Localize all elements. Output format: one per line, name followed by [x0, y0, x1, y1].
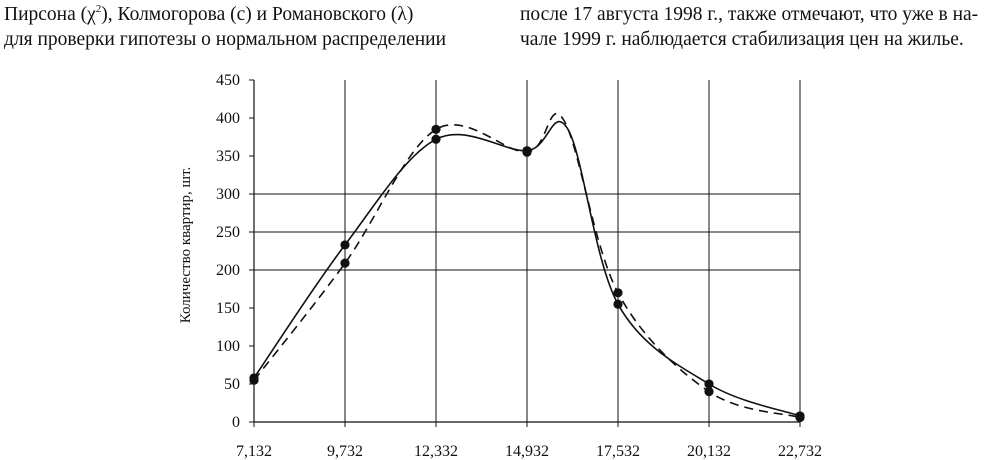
left-text-column: Пирсона (χ2), Колмогорова (c) и Романовс…: [4, 2, 490, 52]
solid-series-point: [704, 379, 714, 389]
dashed-series-point: [613, 288, 623, 298]
left-line1-word-4: и: [256, 4, 268, 25]
right-text-column: после 17 августа 1998 г., также отмечают…: [520, 2, 1000, 52]
chart-series: [249, 112, 805, 423]
right-text-line-2: чале 1999 г. наблюдается стабилизация це…: [520, 29, 964, 50]
dashed-series-point: [795, 412, 805, 423]
solid-series-point: [340, 240, 350, 250]
solid-series-point: [613, 299, 623, 309]
left-line1-word-5: Романовского: [271, 4, 387, 25]
y-tick-label: 0: [232, 414, 240, 431]
chart-grid: [254, 80, 801, 422]
left-text-line-1: Пирсона (χ2), Колмогорова (c) и Романовс…: [4, 2, 490, 27]
y-tick-label: 250: [216, 224, 240, 241]
x-tick-label: 14,932: [505, 443, 549, 460]
x-tick-label: 20,132: [687, 443, 731, 460]
y-tick-label: 150: [216, 300, 240, 317]
dashed-series-point: [431, 124, 441, 134]
chart-axes: [249, 79, 801, 427]
x-tick-label: 7,132: [236, 443, 272, 460]
left-line1-word-3: (c): [230, 4, 252, 25]
dashed-series-point: [522, 147, 532, 157]
x-tick-label: 17,532: [596, 443, 640, 460]
dashed-series-point: [249, 375, 259, 385]
y-tick-labels: 0 50 100 150 200 250 300 350 400 450: [216, 72, 240, 431]
left-line1-word-2: Колмогорова: [117, 4, 226, 25]
y-tick-label: 300: [216, 186, 240, 203]
x-tick-labels: 7,132 9,732 12,332 14,932 17,532 20,132 22,732: [236, 443, 822, 460]
dashed-series-point: [340, 258, 350, 268]
y-tick-label: 100: [216, 338, 240, 355]
dashed-series-point: [704, 387, 714, 397]
right-text-line-1: после 17 августа 1998 г., также отмечают…: [520, 4, 979, 25]
y-tick-label: 400: [216, 110, 240, 127]
y-axis-label: Количество квартир, шт.: [178, 167, 194, 324]
left-text-line-2: для проверки гипотезы о нормальном распр…: [4, 29, 447, 50]
solid-series-point: [431, 134, 441, 144]
y-tick-label: 350: [216, 148, 240, 165]
y-tick-label: 450: [216, 72, 240, 89]
left-line1-word-6: (λ): [390, 4, 414, 25]
x-tick-label: 9,732: [327, 443, 363, 460]
x-tick-label: 12,332: [414, 443, 458, 460]
y-tick-label: 200: [216, 262, 240, 279]
y-tick-label: 50: [224, 376, 240, 393]
x-tick-label: 22,732: [778, 443, 822, 460]
left-line1-word-1: Пирсона (χ2),: [4, 2, 113, 25]
